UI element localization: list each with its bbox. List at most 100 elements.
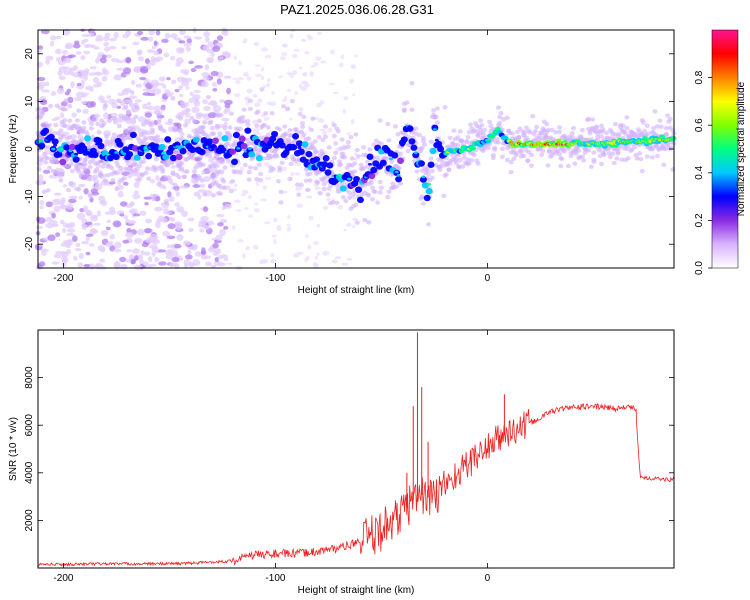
spectrogram-halo-cell bbox=[487, 119, 493, 125]
spectrogram-noise-cell bbox=[98, 200, 106, 204]
spectrogram-noise-cell bbox=[142, 261, 149, 266]
spectrogram-halo-cell bbox=[219, 160, 225, 165]
spectrogram-ridge-cell bbox=[192, 136, 200, 143]
spectrogram-noise-cell bbox=[146, 49, 156, 53]
spectrogram-halo-cell bbox=[559, 156, 565, 162]
spectrogram-ridge-cell bbox=[410, 144, 418, 151]
spectrogram-noise-cell bbox=[346, 257, 353, 261]
spectrogram-halo-cell bbox=[137, 163, 143, 169]
spectrogram-noise-cell bbox=[242, 253, 246, 259]
spectrogram-ridge-cell bbox=[397, 157, 405, 164]
spectrogram-ridge-cell bbox=[339, 185, 347, 192]
spectrogram-halo-cell bbox=[241, 107, 247, 112]
spectrogram-halo-cell bbox=[611, 160, 617, 166]
spectrogram-y-tick-label: -20 bbox=[24, 237, 35, 252]
spectrogram-halo-cell bbox=[426, 222, 432, 227]
spectrogram-noise-cell bbox=[60, 251, 69, 258]
spectrogram-ridge-peak bbox=[114, 151, 119, 154]
spectrogram-halo-cell bbox=[614, 156, 620, 161]
spectrogram-halo-cell bbox=[88, 126, 94, 131]
spectrogram-noise-cell bbox=[179, 93, 184, 98]
spectrogram-noise-cell bbox=[64, 42, 73, 49]
spectrogram-noise-cell bbox=[202, 75, 210, 81]
spectrogram-halo-cell bbox=[133, 114, 139, 120]
spectrogram-noise-cell bbox=[61, 257, 69, 263]
spectrogram-halo-cell bbox=[625, 156, 631, 161]
spectrogram-ridge-cell bbox=[47, 133, 55, 141]
spectrogram-ridge-peak bbox=[432, 128, 437, 131]
spectrogram-halo-cell bbox=[354, 147, 360, 153]
spectrogram-halo-cell bbox=[417, 132, 423, 138]
spectrogram-ridge-cell bbox=[299, 156, 307, 163]
spectrogram-halo-cell bbox=[170, 171, 176, 176]
spectrogram-halo-cell bbox=[367, 147, 373, 152]
spectrogram-halo-cell bbox=[278, 189, 284, 195]
spectrogram-noise-cell bbox=[157, 249, 167, 253]
spectrogram-halo-cell bbox=[254, 123, 260, 128]
spectrogram-halo-cell bbox=[375, 155, 381, 161]
spectrogram-noise-cell bbox=[89, 196, 94, 203]
spectrogram-noise-cell bbox=[201, 72, 211, 77]
spectrogram-halo-cell bbox=[202, 192, 208, 197]
spectrogram-halo-cell bbox=[437, 167, 443, 173]
spectrogram-noise-cell bbox=[130, 258, 136, 264]
spectrogram-halo-cell bbox=[568, 153, 574, 159]
spectrogram-noise-cell bbox=[45, 59, 50, 65]
spectrogram-halo-cell bbox=[211, 173, 217, 179]
spectrogram-noise-cell bbox=[219, 98, 225, 103]
spectrogram-halo-cell bbox=[461, 155, 467, 160]
spectrogram-halo-cell bbox=[642, 128, 648, 134]
spectrogram-halo-cell bbox=[149, 120, 155, 125]
spectrogram-noise-cell bbox=[50, 40, 55, 47]
spectrogram-noise-cell bbox=[298, 106, 304, 112]
spectrogram-halo-cell bbox=[335, 189, 341, 194]
spectrogram-noise-cell bbox=[183, 77, 193, 83]
spectrogram-halo-cell bbox=[315, 180, 321, 185]
spectrogram-halo-cell bbox=[60, 133, 66, 139]
spectrogram-noise-cell bbox=[99, 57, 107, 64]
spectrogram-halo-cell bbox=[644, 123, 650, 128]
spectrogram-noise-cell bbox=[278, 75, 283, 79]
spectrogram-halo-cell bbox=[652, 109, 658, 114]
spectrogram-noise-cell bbox=[193, 36, 203, 40]
spectrogram-ridge-cell bbox=[55, 151, 63, 158]
spectrogram-halo-cell bbox=[62, 118, 68, 123]
spectrogram-halo-cell bbox=[310, 116, 316, 121]
spectrogram-noise-cell bbox=[212, 45, 221, 52]
spectrogram-noise-cell bbox=[183, 35, 191, 39]
spectrogram-halo-cell bbox=[76, 108, 82, 113]
spectrogram-halo-cell bbox=[62, 123, 68, 128]
spectrogram-halo-cell bbox=[453, 161, 459, 166]
spectrogram-halo-cell bbox=[83, 173, 89, 178]
spectrogram-noise-cell bbox=[140, 249, 145, 256]
spectrogram-noise-cell bbox=[212, 242, 219, 249]
spectrogram-noise-cell bbox=[111, 102, 118, 109]
spectrogram-halo-cell bbox=[301, 114, 307, 120]
spectrogram-noise-cell bbox=[67, 96, 74, 104]
spectrogram-halo-cell bbox=[102, 178, 108, 183]
spectrogram-noise-cell bbox=[242, 71, 249, 77]
spectrogram-halo-cell bbox=[545, 128, 551, 133]
spectrogram-noise-cell bbox=[96, 81, 103, 87]
spectrogram-noise-cell bbox=[117, 190, 124, 198]
spectrogram-halo-cell bbox=[100, 122, 106, 128]
spectrogram-halo-cell bbox=[183, 123, 189, 128]
spectrogram-ridge-cell bbox=[395, 175, 403, 183]
spectrogram-noise-cell bbox=[78, 195, 83, 200]
spectrogram-noise-cell bbox=[133, 190, 139, 195]
spectrogram-ridge-cell bbox=[242, 151, 250, 159]
spectrogram-noise-cell bbox=[199, 228, 205, 233]
spectrogram-halo-cell bbox=[333, 141, 339, 146]
spectrogram-halo-cell bbox=[265, 125, 271, 130]
spectrogram-noise-cell bbox=[137, 50, 142, 56]
spectrogram-ridge-peak bbox=[74, 152, 79, 156]
spectrogram-noise-cell bbox=[219, 218, 228, 224]
spectrogram-noise-cell bbox=[223, 121, 228, 128]
spectrogram-noise-cell bbox=[210, 52, 215, 58]
spectrogram-halo-cell bbox=[457, 158, 463, 163]
spectrogram-halo-cell bbox=[76, 169, 82, 174]
spectrogram-halo-cell bbox=[460, 164, 466, 169]
spectrogram-noise-cell bbox=[223, 75, 232, 79]
spectrogram-ridge-cell bbox=[211, 137, 219, 145]
spectrogram-halo-cell bbox=[525, 158, 531, 163]
